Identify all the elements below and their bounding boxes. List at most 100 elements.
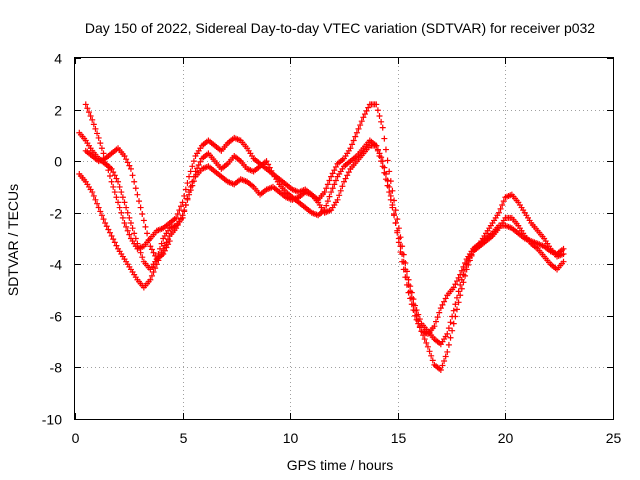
- data-point: [410, 307, 417, 314]
- data-point: [95, 204, 102, 211]
- y-tick-label: 2: [54, 103, 62, 119]
- data-point: [363, 107, 370, 114]
- data-point: [118, 209, 125, 216]
- data-point: [189, 163, 196, 170]
- data-point: [460, 279, 467, 286]
- data-point: [113, 175, 120, 182]
- data-point: [97, 208, 104, 215]
- x-tick-label: 25: [606, 430, 622, 446]
- data-point: [176, 218, 183, 225]
- axis-ticks: 0 5 10 15 20 25 -10 -8 -6 -4 -2 0 2 4: [42, 51, 622, 447]
- data-point: [499, 201, 506, 208]
- x-tick-label: 20: [498, 430, 514, 446]
- data-point: [184, 196, 191, 203]
- data-point: [323, 185, 330, 192]
- data-point: [445, 341, 452, 348]
- data-point: [192, 168, 199, 175]
- x-tick-label: 10: [283, 430, 299, 446]
- data-point: [386, 168, 393, 175]
- data-point: [108, 232, 115, 239]
- data-point: [389, 187, 396, 194]
- data-point: [329, 170, 336, 177]
- data-point: [85, 109, 92, 116]
- data-point: [439, 301, 446, 308]
- data-point: [324, 181, 331, 188]
- data-point: [429, 357, 436, 364]
- data-point: [450, 320, 457, 327]
- data-point: [328, 173, 335, 180]
- data-point: [177, 203, 184, 210]
- data-point: [95, 134, 102, 141]
- data-point: [174, 221, 181, 228]
- data-point: [352, 133, 359, 140]
- data-point: [394, 229, 401, 236]
- data-point: [452, 313, 459, 320]
- data-point: [458, 267, 465, 274]
- data-point: [392, 220, 399, 227]
- data-point: [453, 306, 460, 313]
- data-point: [353, 129, 360, 136]
- data-point: [324, 198, 331, 205]
- data-point: [329, 185, 336, 192]
- data-point: [142, 223, 149, 230]
- grid-lines: [75, 58, 613, 419]
- data-point: [442, 353, 449, 360]
- data-point: [560, 245, 567, 252]
- data-point: [402, 274, 409, 281]
- data-point: [462, 272, 469, 279]
- data-point: [126, 214, 133, 221]
- data-point: [365, 104, 372, 111]
- data-point: [113, 242, 120, 249]
- data-point: [119, 214, 126, 221]
- data-point: [441, 298, 448, 305]
- data-point: [387, 192, 394, 199]
- data-point: [434, 314, 441, 321]
- data-point: [395, 239, 402, 246]
- data-point: [190, 178, 197, 185]
- data-point: [189, 182, 196, 189]
- data-point: [150, 249, 157, 256]
- y-axis-label: SDTVAR / TECUs: [5, 184, 21, 296]
- data-point: [177, 215, 184, 222]
- data-point: [118, 189, 125, 196]
- data-point: [106, 229, 113, 236]
- data-point: [123, 223, 130, 230]
- data-point: [129, 225, 136, 232]
- data-point: [89, 116, 96, 123]
- data-point: [391, 211, 398, 218]
- data-point: [127, 165, 134, 172]
- data-point: [334, 196, 341, 203]
- y-tick-label: 0: [54, 154, 62, 170]
- data-point: [382, 171, 389, 178]
- data-point: [111, 172, 118, 179]
- data-point: [98, 212, 105, 219]
- data-point: [90, 192, 97, 199]
- series-track-b: [76, 129, 567, 374]
- data-point: [173, 214, 180, 221]
- data-point: [123, 156, 130, 163]
- plot-frame: [74, 57, 614, 420]
- data-point: [84, 105, 91, 112]
- data-point: [344, 172, 351, 179]
- data-point: [345, 169, 352, 176]
- data-point: [126, 162, 133, 169]
- data-point: [500, 198, 507, 205]
- data-point: [463, 266, 470, 273]
- data-point: [181, 192, 188, 199]
- y-tick-label: 4: [54, 51, 62, 67]
- data-point: [197, 158, 204, 165]
- data-point: [376, 113, 383, 120]
- data-point: [124, 209, 131, 216]
- data-point: [115, 199, 122, 206]
- data-point: [331, 181, 338, 188]
- data-point: [113, 194, 120, 201]
- data-point: [140, 217, 147, 224]
- data-point: [268, 167, 275, 174]
- data-point: [403, 281, 410, 288]
- data-point: [460, 263, 467, 270]
- data-point: [326, 193, 333, 200]
- data-point: [121, 199, 128, 206]
- data-point: [132, 235, 139, 242]
- data-point: [431, 323, 438, 330]
- data-point: [131, 230, 138, 237]
